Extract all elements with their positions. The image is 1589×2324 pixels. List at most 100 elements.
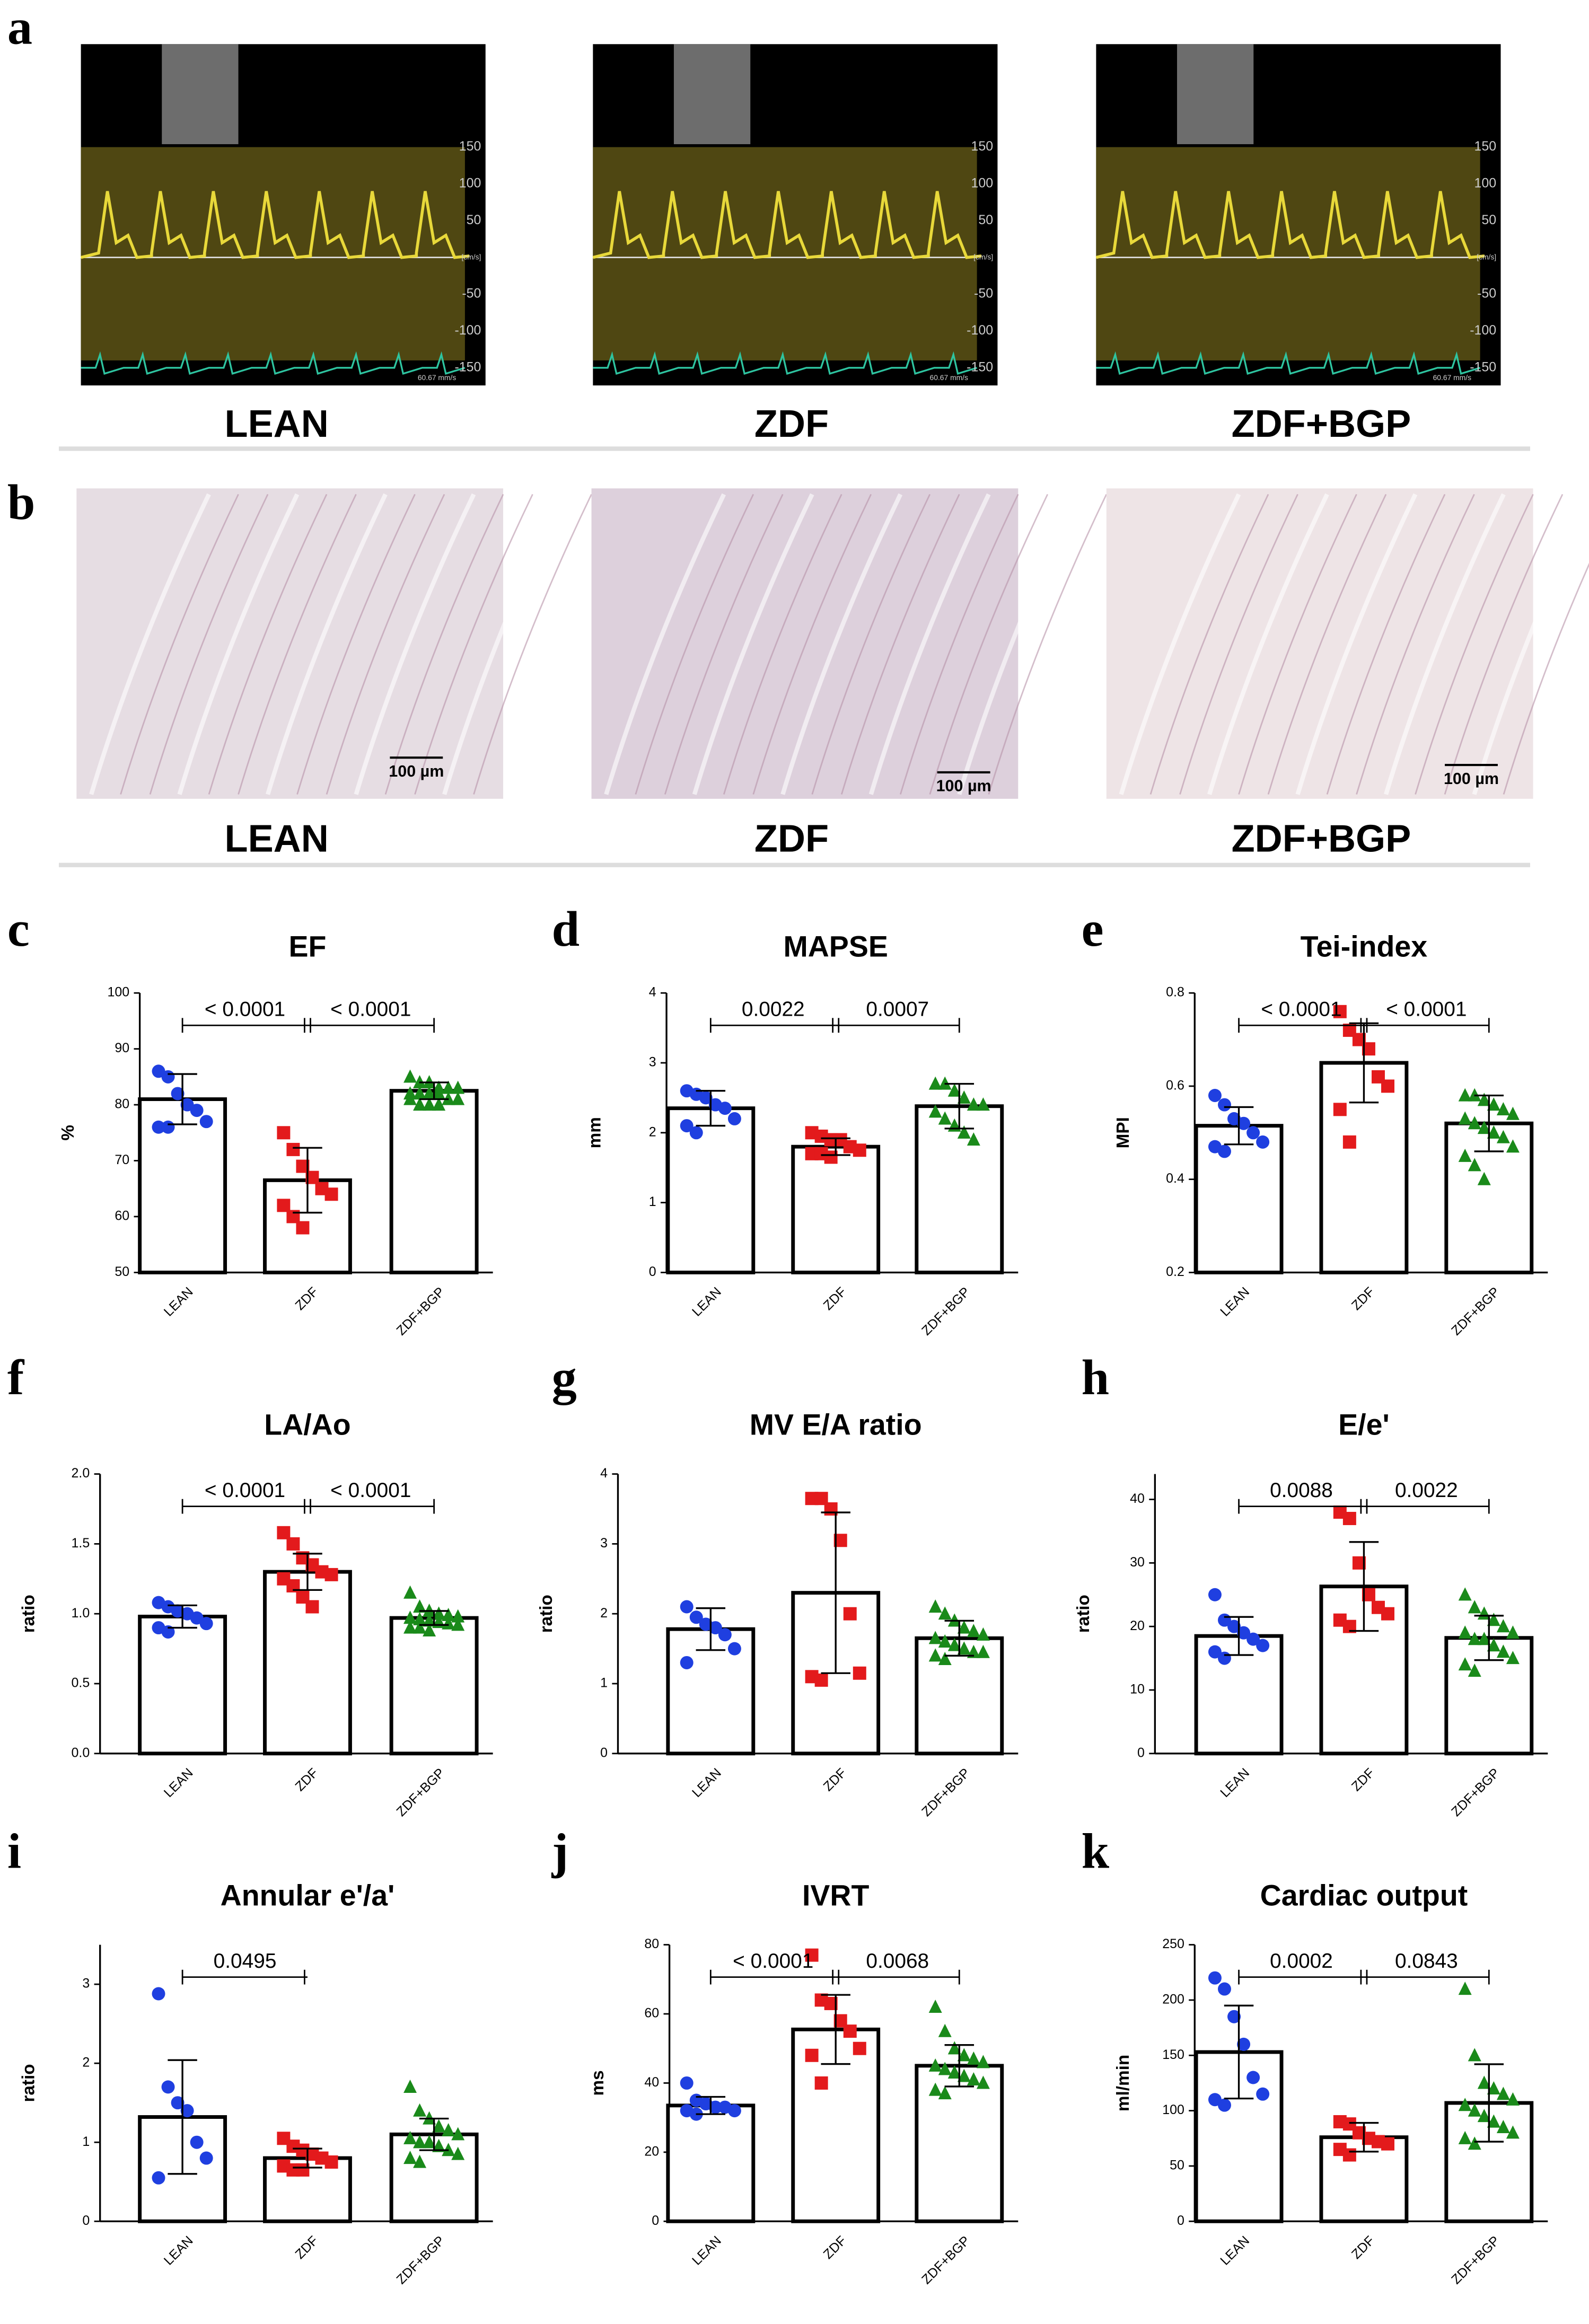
tissue-stripe <box>149 494 269 795</box>
p-value: 0.0007 <box>866 998 929 1021</box>
data-point <box>1506 2092 1520 2106</box>
doppler-tick: -100 <box>967 323 993 338</box>
sweep-speed: 60.67 mm/s <box>1433 373 1471 382</box>
data-point <box>432 1606 446 1620</box>
data-point <box>957 1641 971 1655</box>
data-point <box>152 1064 165 1078</box>
data-point <box>843 2024 857 2038</box>
data-point <box>947 1638 961 1651</box>
data-point <box>1333 1103 1347 1116</box>
data-point <box>1506 2125 1520 2139</box>
tissue-stripe <box>1179 494 1298 795</box>
y-tick-label: 1.0 <box>72 1606 90 1621</box>
data-point <box>957 2068 971 2082</box>
y-tick-label: 0 <box>1137 1745 1145 1760</box>
y-tick-label: 0 <box>600 1745 608 1760</box>
data-point <box>451 2127 465 2141</box>
panel-letter: i <box>7 1824 21 1879</box>
data-point <box>1208 1971 1222 1985</box>
data-point <box>928 1599 942 1613</box>
data-point <box>277 1199 291 1212</box>
data-point <box>1256 1135 1270 1149</box>
data-point <box>814 2076 828 2090</box>
data-point <box>442 1616 455 1630</box>
data-point <box>967 1644 980 1658</box>
data-point <box>1237 2037 1251 2051</box>
data-point <box>947 2065 961 2079</box>
data-point <box>451 1609 465 1623</box>
data-point <box>403 1610 417 1624</box>
p-value: 0.0088 <box>1270 1479 1333 1502</box>
y-tick-label: 1 <box>600 1676 608 1691</box>
data-point <box>403 2151 417 2164</box>
data-point <box>403 1069 417 1083</box>
data-point <box>442 2123 455 2136</box>
data-point <box>432 2119 446 2133</box>
data-point <box>1381 1079 1395 1093</box>
data-point <box>451 1091 465 1105</box>
y-tick-label: 0 <box>1177 2213 1184 2228</box>
tissue-stripe <box>1238 494 1357 795</box>
data-point <box>1487 1638 1500 1652</box>
data-point <box>413 1599 427 1613</box>
chart-title: Tei-index <box>1301 930 1428 963</box>
data-point <box>161 2080 175 2094</box>
data-point <box>199 1617 213 1631</box>
data-point <box>199 2151 213 2165</box>
data-point <box>1506 1106 1520 1120</box>
data-point <box>1477 1121 1491 1134</box>
doppler-waveform <box>1095 191 1485 259</box>
data-point <box>689 1126 703 1140</box>
data-point <box>432 2138 446 2152</box>
panel-letter: d <box>552 902 580 957</box>
y-tick-label: 3 <box>82 1976 90 1991</box>
data-point <box>947 2041 961 2055</box>
group-label: ZDF <box>754 403 829 445</box>
data-point <box>1477 1093 1491 1106</box>
data-point <box>1487 1613 1500 1626</box>
data-point <box>976 2075 990 2089</box>
data-point <box>403 2131 417 2144</box>
bar <box>791 1145 881 1274</box>
data-point <box>1468 1600 1481 1614</box>
p-value: 0.0002 <box>1270 1950 1333 1973</box>
tissue-stripe <box>1444 494 1564 795</box>
data-point <box>1458 2098 1472 2111</box>
data-point <box>1381 1607 1395 1621</box>
group-label: LEAN <box>225 817 329 860</box>
y-tick-label: 0.6 <box>1166 1078 1184 1093</box>
data-point <box>680 1119 693 1133</box>
doppler-tick: 50 <box>978 213 993 227</box>
bar <box>915 1104 1004 1274</box>
tissue-stripe <box>868 493 991 795</box>
bar <box>389 1089 479 1274</box>
data-point <box>1218 1145 1231 1158</box>
data-point <box>938 1111 952 1125</box>
data-point <box>957 1620 971 1634</box>
tissue-stripe <box>208 494 328 795</box>
ecg-trace <box>1096 351 1481 375</box>
bar <box>138 1615 227 1756</box>
data-point <box>947 1083 961 1097</box>
data-point <box>976 1644 990 1658</box>
data-point <box>413 2154 427 2168</box>
group-label: ZDF <box>754 817 829 860</box>
data-point <box>680 1600 693 1614</box>
data-point <box>451 2146 465 2160</box>
data-point <box>957 1090 971 1104</box>
data-point <box>928 1104 942 1118</box>
data-point <box>957 1125 971 1139</box>
tissue-stripe <box>752 494 872 795</box>
data-point <box>161 1070 175 1084</box>
y-tick-label: 1 <box>82 2134 90 2149</box>
data-point <box>1208 1588 1222 1601</box>
data-point <box>277 1126 291 1140</box>
data-point <box>324 1187 338 1201</box>
data-point <box>413 1097 427 1111</box>
y-tick-label: 3 <box>600 1536 608 1551</box>
data-point <box>938 2062 952 2075</box>
panel-letter: h <box>1082 1350 1109 1405</box>
panel-letter: g <box>552 1350 577 1405</box>
